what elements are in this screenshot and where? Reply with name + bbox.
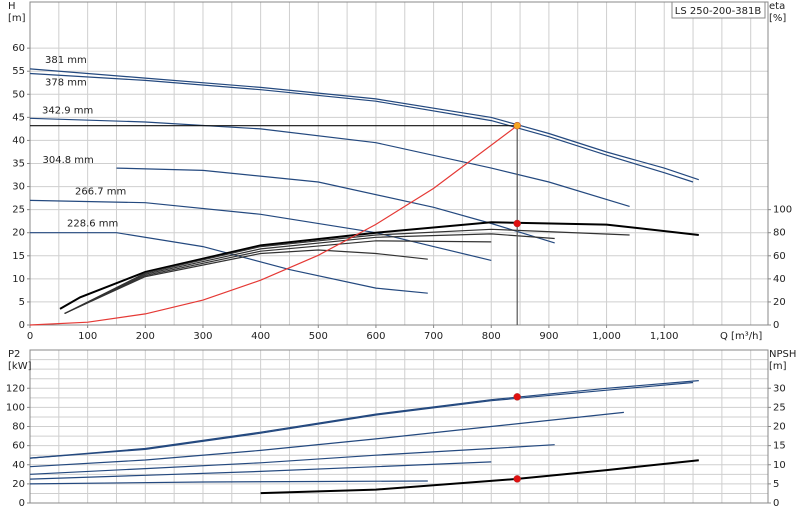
- curve: [30, 232, 428, 294]
- chart-title: LS 250-200-381B: [675, 6, 762, 17]
- y2-tick-label: 20: [773, 422, 786, 433]
- operating-point: [513, 393, 521, 401]
- y-tick-label: 0: [19, 498, 25, 509]
- curve: [64, 249, 428, 315]
- curve: [29, 72, 694, 183]
- curve-label: 304.8 mm: [42, 155, 93, 166]
- curve: [29, 68, 699, 181]
- curve-label: 342.9 mm: [42, 105, 93, 116]
- y2-tick-label: 40: [773, 274, 786, 285]
- curve: [29, 411, 624, 468]
- x-axis-label: Q [m³/h]: [720, 331, 762, 342]
- y-tick-label: 5: [19, 297, 25, 308]
- y2-tick-label: 10: [773, 460, 786, 471]
- y2-tick-label: 0: [773, 498, 779, 509]
- curve-label: 228.6 mm: [67, 219, 118, 230]
- y-tick-label: 100: [6, 402, 25, 413]
- y-axis-label: [kW]: [8, 361, 32, 372]
- y2-axis-label: NPSH: [769, 349, 796, 360]
- y-tick-label: 80: [12, 422, 25, 433]
- operating-point: [513, 475, 521, 483]
- curve: [29, 380, 699, 459]
- y2-axis-label: [m]: [769, 361, 787, 372]
- x-tick-label: 600: [366, 331, 385, 342]
- y2-tick-label: 80: [773, 228, 786, 239]
- chart-panel: 0 20 40 60 80 100 120 0 5 10 15 20 25 30 P2[kW] NPSH[m]: [6, 349, 796, 509]
- y-tick-label: 60: [12, 441, 25, 452]
- curve: [29, 117, 630, 207]
- y2-tick-label: 30: [773, 383, 786, 394]
- y-tick-label: 50: [12, 89, 25, 100]
- y-tick-label: 40: [12, 135, 25, 146]
- y2-axis-label: eta: [769, 1, 785, 12]
- x-tick-label: 300: [193, 331, 212, 342]
- curve: [29, 480, 428, 485]
- y2-tick-label: 25: [773, 402, 786, 413]
- curve: [29, 199, 492, 261]
- x-tick-label: 200: [136, 331, 155, 342]
- y2-tick-label: 5: [773, 479, 779, 490]
- y-tick-label: 120: [6, 383, 25, 394]
- x-tick-label: 1,000: [592, 331, 621, 342]
- y-tick-label: 45: [12, 112, 25, 123]
- title-box: [671, 1, 766, 19]
- x-tick-label: 800: [482, 331, 501, 342]
- curve: [59, 221, 699, 310]
- y2-axis-label: [%]: [769, 13, 786, 24]
- y-tick-label: 20: [12, 228, 25, 239]
- curve-label: 266.7 mm: [75, 186, 126, 197]
- x-tick-label: 100: [78, 331, 97, 342]
- y-tick-label: 25: [12, 205, 25, 216]
- y-tick-label: 55: [12, 66, 25, 77]
- y-axis-label: P2: [8, 349, 20, 360]
- y-tick-label: 20: [12, 479, 25, 490]
- y-axis-label: [m]: [8, 13, 26, 24]
- x-tick-label: 500: [309, 331, 328, 342]
- curve: [116, 167, 555, 244]
- x-tick-label: 400: [251, 331, 270, 342]
- x-tick-label: 1,100: [650, 331, 679, 342]
- y2-tick-label: 60: [773, 251, 786, 262]
- y-tick-label: 10: [12, 274, 25, 285]
- x-tick-label: 0: [27, 331, 33, 342]
- curve: [29, 381, 694, 459]
- y-tick-label: 0: [19, 320, 25, 331]
- x-tick-label: 900: [539, 331, 558, 342]
- y-tick-label: 60: [12, 43, 25, 54]
- y-tick-label: 40: [12, 460, 25, 471]
- operating-point: [513, 219, 521, 228]
- curve: [64, 240, 492, 315]
- y-tick-label: 30: [12, 182, 25, 193]
- y-tick-label: 35: [12, 159, 25, 170]
- curve: [29, 444, 555, 475]
- operating-point: [513, 121, 521, 130]
- y2-tick-label: 15: [773, 441, 786, 452]
- curve: [64, 228, 630, 315]
- y2-tick-label: 20: [773, 297, 786, 308]
- curve-label: 378 mm: [45, 78, 87, 89]
- curve: [29, 461, 492, 480]
- x-tick-label: 700: [424, 331, 443, 342]
- y-tick-label: 15: [12, 251, 25, 262]
- y-axis-label: H: [8, 1, 16, 12]
- curve-label: 381 mm: [45, 55, 87, 66]
- y2-tick-label: 100: [773, 205, 792, 216]
- curve: [29, 125, 518, 326]
- curve: [64, 233, 555, 315]
- y2-tick-label: 0: [773, 320, 779, 331]
